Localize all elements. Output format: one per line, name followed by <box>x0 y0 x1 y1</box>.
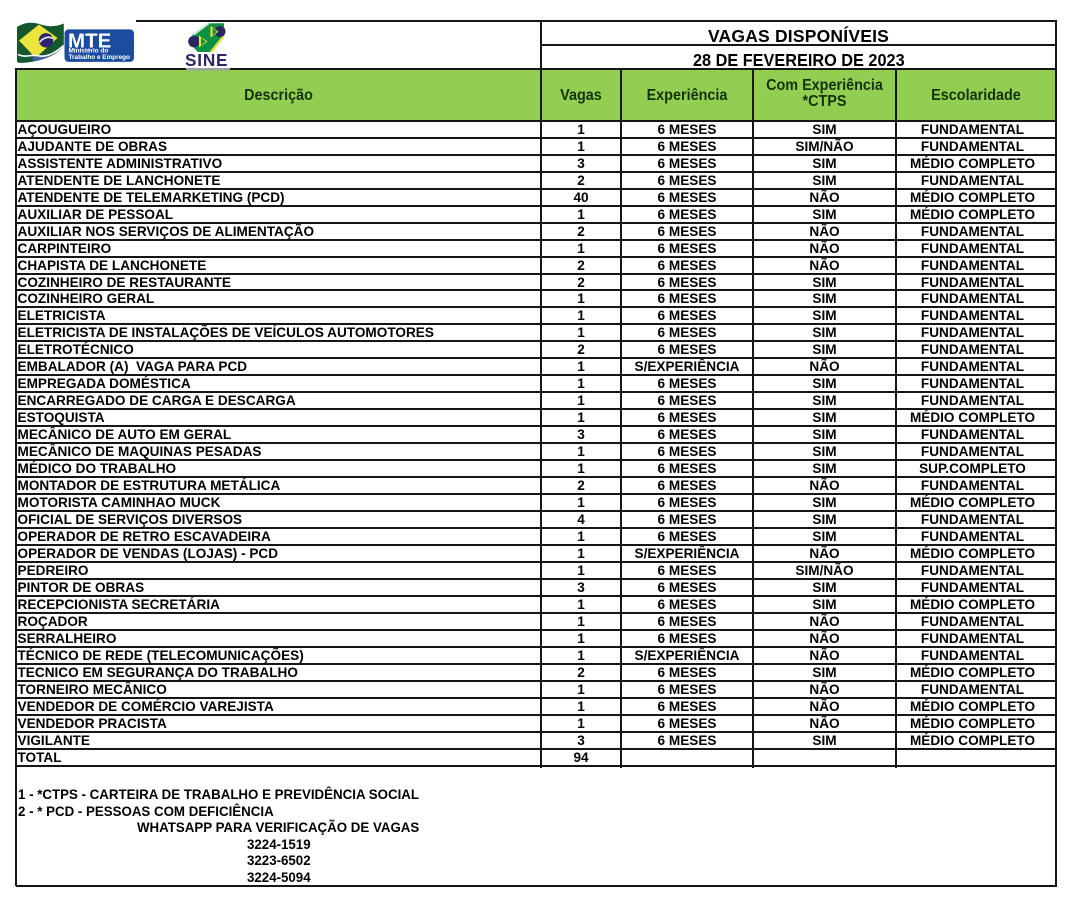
svg-text:MTE: MTE <box>68 30 111 53</box>
svg-text:Ministério do: Ministério do <box>69 48 109 55</box>
svg-text:SINE: SINE <box>185 50 228 70</box>
svg-text:Trabalho e Emprego: Trabalho e Emprego <box>69 54 131 61</box>
